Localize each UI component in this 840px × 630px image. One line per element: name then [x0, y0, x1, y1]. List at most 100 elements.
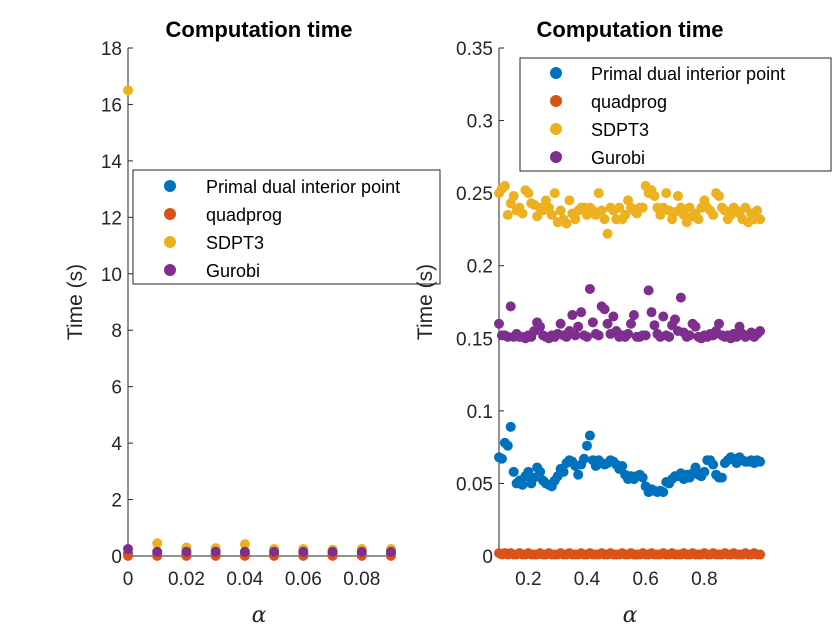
right-point-sdpt3 [755, 214, 766, 225]
right-point-gurobi [505, 301, 516, 312]
right-x-tick-label: 0.6 [632, 569, 658, 590]
right-point-sdpt3 [546, 209, 557, 220]
right-point-sdpt3 [570, 214, 581, 225]
right-point-primal [508, 466, 519, 477]
right-x-tick-label: 0.2 [515, 569, 541, 590]
left-x-tick-label: 0.06 [285, 569, 322, 590]
left-point-sdpt3 [152, 538, 163, 549]
right-legend-label-quadprog: quadprog [591, 92, 667, 112]
left-legend-label-sdpt3: SDPT3 [206, 233, 264, 253]
left-point-gurobi [356, 546, 367, 557]
right-point-gurobi [690, 321, 701, 332]
right-point-gurobi [573, 321, 584, 332]
right-point-gurobi [664, 331, 675, 342]
right-point-gurobi [714, 318, 724, 329]
left-y-tick-label: 10 [101, 265, 122, 286]
left-x-tick-label: 0.04 [226, 569, 263, 590]
right-x-ticks: 0.2 0.4 0.6 0.8 [515, 551, 718, 590]
left-data-points [123, 85, 396, 561]
left-y-tick-label: 18 [101, 39, 122, 60]
right-y-tick-label: 0.3 [467, 112, 493, 133]
left-y-ticks: 0 2 4 6 8 10 12 14 16 18 [101, 39, 133, 568]
left-legend-label-quadprog: quadprog [206, 205, 282, 225]
right-point-primal [582, 440, 592, 451]
left-point-sdpt3 [239, 539, 250, 550]
right-point-gurobi [640, 330, 651, 341]
right-point-primal [496, 453, 507, 464]
right-y-tick-label: 0.2 [467, 257, 493, 278]
right-y-tick-label: 0.35 [456, 39, 493, 60]
right-point-primal [617, 461, 628, 472]
right-chart-title: Computation time [537, 17, 724, 42]
left-point-gurobi [298, 546, 309, 557]
right-point-gurobi [626, 318, 636, 329]
left-y-tick-label: 16 [101, 95, 122, 116]
left-legend-marker-gurobi [164, 264, 176, 276]
right-point-primal [573, 469, 584, 480]
right-point-sdpt3 [502, 209, 513, 220]
right-point-gurobi [587, 317, 598, 328]
right-point-primal [558, 466, 569, 477]
right-point-primal [755, 456, 766, 467]
right-point-gurobi [628, 310, 639, 321]
right-point-gurobi [675, 292, 686, 303]
left-y-tick-label: 8 [111, 321, 122, 342]
right-point-sdpt3 [499, 180, 510, 191]
right-x-axis-label: α [623, 603, 638, 628]
left-point-gurobi [123, 543, 133, 554]
right-point-sdpt3 [693, 214, 704, 225]
right-point-sdpt3 [661, 188, 672, 199]
right-point-gurobi [649, 320, 660, 331]
right-y-axis-label: Time (s) [414, 264, 437, 340]
right-point-sdpt3 [564, 195, 575, 206]
right-point-gurobi [684, 330, 695, 341]
right-point-gurobi [494, 318, 504, 329]
right-y-ticks: 0 0.05 0.1 0.15 0.2 0.25 0.3 0.35 [456, 39, 504, 568]
right-point-gurobi [646, 307, 657, 318]
left-y-tick-label: 0 [111, 547, 122, 568]
right-legend-label-gurobi: Gurobi [591, 148, 645, 168]
right-plot: Computation time Time (s) α 0 0.05 0.1 0.15… [414, 17, 832, 628]
left-legend-marker-quadprog [164, 208, 176, 220]
right-x-tick-label: 0.4 [574, 569, 601, 590]
right-point-gurobi [555, 318, 566, 329]
right-y-tick-label: 0.05 [456, 474, 493, 495]
right-point-gurobi [535, 321, 546, 332]
right-point-gurobi [602, 318, 613, 329]
right-point-sdpt3 [508, 191, 519, 202]
right-point-primal [535, 466, 546, 477]
right-point-sdpt3 [602, 228, 613, 239]
right-point-sdpt3 [649, 191, 660, 202]
left-point-gurobi [239, 546, 250, 557]
right-x-tick-label: 0.8 [691, 569, 717, 590]
right-point-gurobi [643, 285, 654, 296]
right-point-sdpt3 [614, 202, 625, 213]
right-point-sdpt3 [596, 205, 607, 216]
right-point-primal [517, 479, 528, 490]
left-point-quadprog [123, 550, 133, 561]
right-point-sdpt3 [599, 214, 610, 225]
right-point-gurobi [582, 331, 592, 342]
right-point-gurobi [658, 311, 669, 322]
left-legend: Primal dual interior point quadprog SDPT… [132, 169, 441, 285]
left-legend-label-primal: Primal dual interior point [206, 177, 400, 197]
right-legend-marker-sdpt3 [550, 123, 562, 135]
right-point-gurobi [584, 283, 595, 294]
right-y-tick-label: 0 [482, 547, 493, 568]
left-point-sdpt3 [123, 85, 133, 96]
right-point-primal [502, 440, 513, 451]
right-point-sdpt3 [555, 205, 566, 216]
right-legend-box [519, 57, 832, 172]
right-point-primal [658, 487, 669, 498]
right-point-sdpt3 [752, 205, 763, 216]
right-point-primal [505, 421, 516, 432]
left-y-tick-label: 14 [101, 152, 123, 173]
right-point-primal [637, 472, 648, 483]
left-chart-title: Computation time [166, 17, 353, 42]
right-data-points [494, 180, 766, 560]
right-legend-marker-quadprog [550, 95, 562, 107]
left-legend-box [132, 169, 441, 285]
right-point-gurobi [576, 307, 587, 318]
right-point-sdpt3 [523, 188, 534, 199]
